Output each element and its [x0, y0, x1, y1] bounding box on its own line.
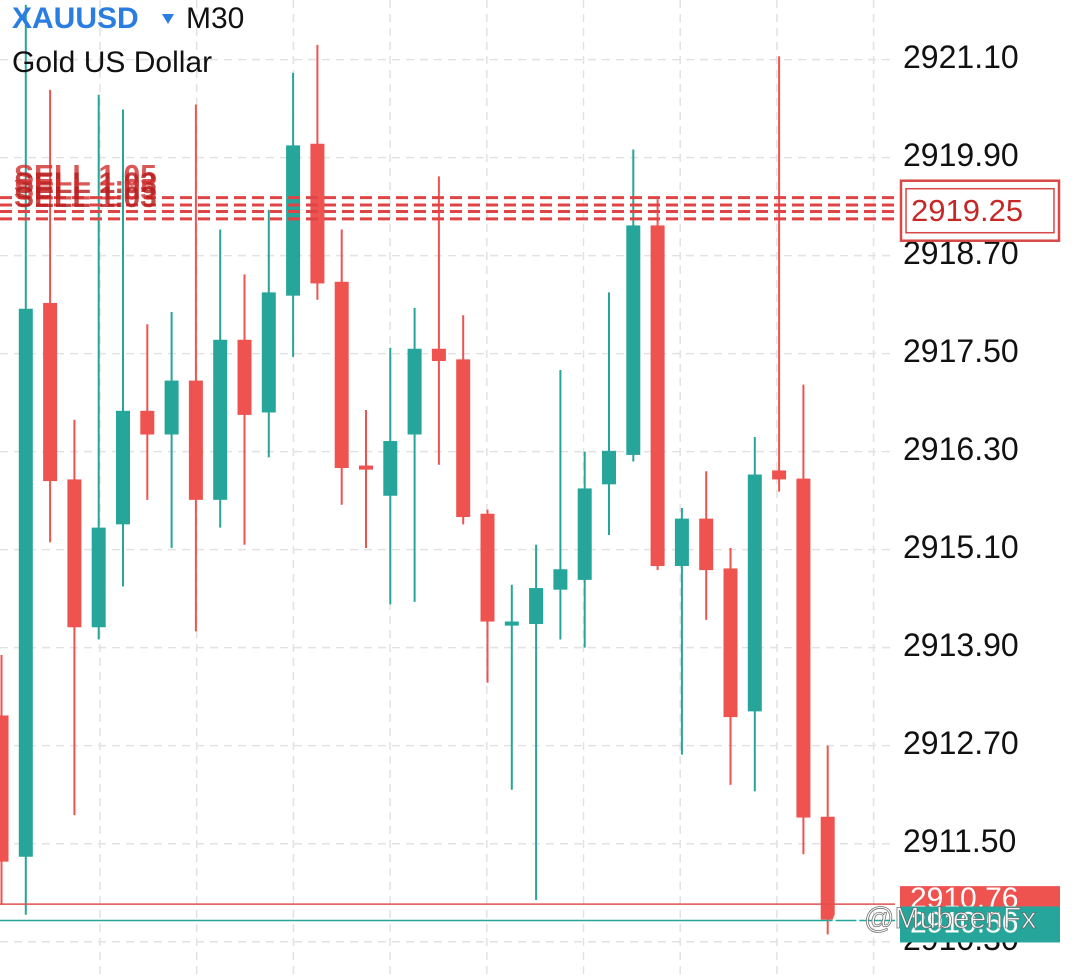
- y-tick-label: 2921.10: [903, 39, 1019, 75]
- candle-body: [820, 816, 835, 920]
- candle-body: [286, 145, 301, 296]
- candle-body: [407, 348, 422, 435]
- watermark-icon: [832, 908, 860, 936]
- candle-body: [650, 225, 665, 566]
- timeframe[interactable]: M30: [186, 2, 244, 35]
- candle-body: [164, 380, 179, 435]
- candle-body: [723, 568, 738, 718]
- ask-box: [900, 886, 1060, 909]
- order-label: SELL 1.05: [14, 173, 157, 206]
- y-tick-label: 2916.30: [903, 431, 1019, 467]
- candle-body: [431, 348, 446, 361]
- candle-body: [213, 339, 228, 500]
- candle-body: [140, 410, 155, 435]
- candle-body: [796, 478, 811, 818]
- candle-body: [602, 450, 616, 485]
- candle-body: [359, 465, 373, 470]
- candle-body: [18, 308, 33, 857]
- candle-body: [747, 474, 762, 712]
- candles: [0, 4, 895, 935]
- candle-body: [67, 479, 82, 628]
- candle-body: [480, 513, 495, 622]
- candle-body: [383, 441, 398, 496]
- y-tick-label: 2912.70: [903, 725, 1019, 761]
- candle-body: [699, 518, 714, 571]
- y-tick-label: 2915.10: [903, 529, 1019, 565]
- order-label: SELL 1.03: [14, 167, 157, 200]
- candle-body: [310, 143, 325, 284]
- dropdown-arrow[interactable]: [162, 14, 174, 24]
- watermark: @MubeenFx: [864, 902, 1036, 935]
- candle-body: [456, 359, 471, 517]
- candle-body: [261, 292, 276, 413]
- candle-body: [553, 569, 568, 590]
- candle-body: [0, 715, 9, 862]
- candle-body: [772, 470, 787, 480]
- candle-body: [577, 488, 592, 580]
- y-tick-label: 2919.90: [903, 137, 1019, 173]
- candle-body: [91, 527, 106, 628]
- candle-body: [43, 303, 58, 482]
- candle-body: [674, 518, 689, 566]
- y-tick-label: 2917.50: [903, 333, 1019, 369]
- y-tick-label: 2913.90: [903, 627, 1019, 663]
- candle-body: [529, 588, 544, 624]
- order-price-box: [899, 179, 1061, 242]
- candle-body: [504, 621, 519, 626]
- bid-label: 2910.56: [910, 906, 1018, 939]
- order-price-box-inner: [905, 187, 1055, 234]
- candle-body: [626, 225, 641, 455]
- candle-body: [237, 339, 252, 415]
- candle-body: [334, 281, 349, 468]
- candle-body: [116, 410, 130, 525]
- bid-box: [900, 906, 1060, 943]
- order-label: SELL 1.03: [14, 181, 157, 214]
- symbol[interactable]: XAUUSD: [12, 2, 139, 35]
- order-label: SELL 1.05: [14, 160, 157, 193]
- labels: 2921.102919.902918.702917.502916.302915.…: [14, 39, 1061, 957]
- grid: [0, 0, 895, 976]
- y-tick-label: 2911.50: [903, 823, 1016, 859]
- candle-body: [188, 380, 203, 500]
- description: Gold US Dollar: [12, 46, 212, 79]
- order-price-label: 2919.25: [911, 193, 1023, 228]
